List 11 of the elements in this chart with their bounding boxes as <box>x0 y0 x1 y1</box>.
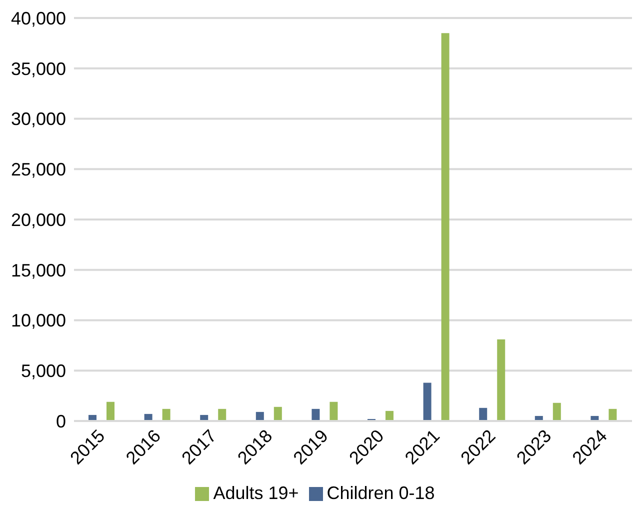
y-tick-label: 40,000 <box>10 8 66 28</box>
legend-label: Children 0-18 <box>326 483 435 503</box>
legend-label: Adults 19+ <box>213 483 299 503</box>
y-tick-label: 30,000 <box>10 109 66 130</box>
y-tick-label: 0 <box>56 411 66 432</box>
y-tick-label: 20,000 <box>10 210 66 230</box>
y-tick-label: 15,000 <box>10 260 66 280</box>
y-tick-label: 35,000 <box>10 58 66 79</box>
y-tick-label: 10,000 <box>10 310 66 331</box>
y-tick-label: 25,000 <box>10 160 66 180</box>
y-tick-label: 5,000 <box>20 361 66 382</box>
